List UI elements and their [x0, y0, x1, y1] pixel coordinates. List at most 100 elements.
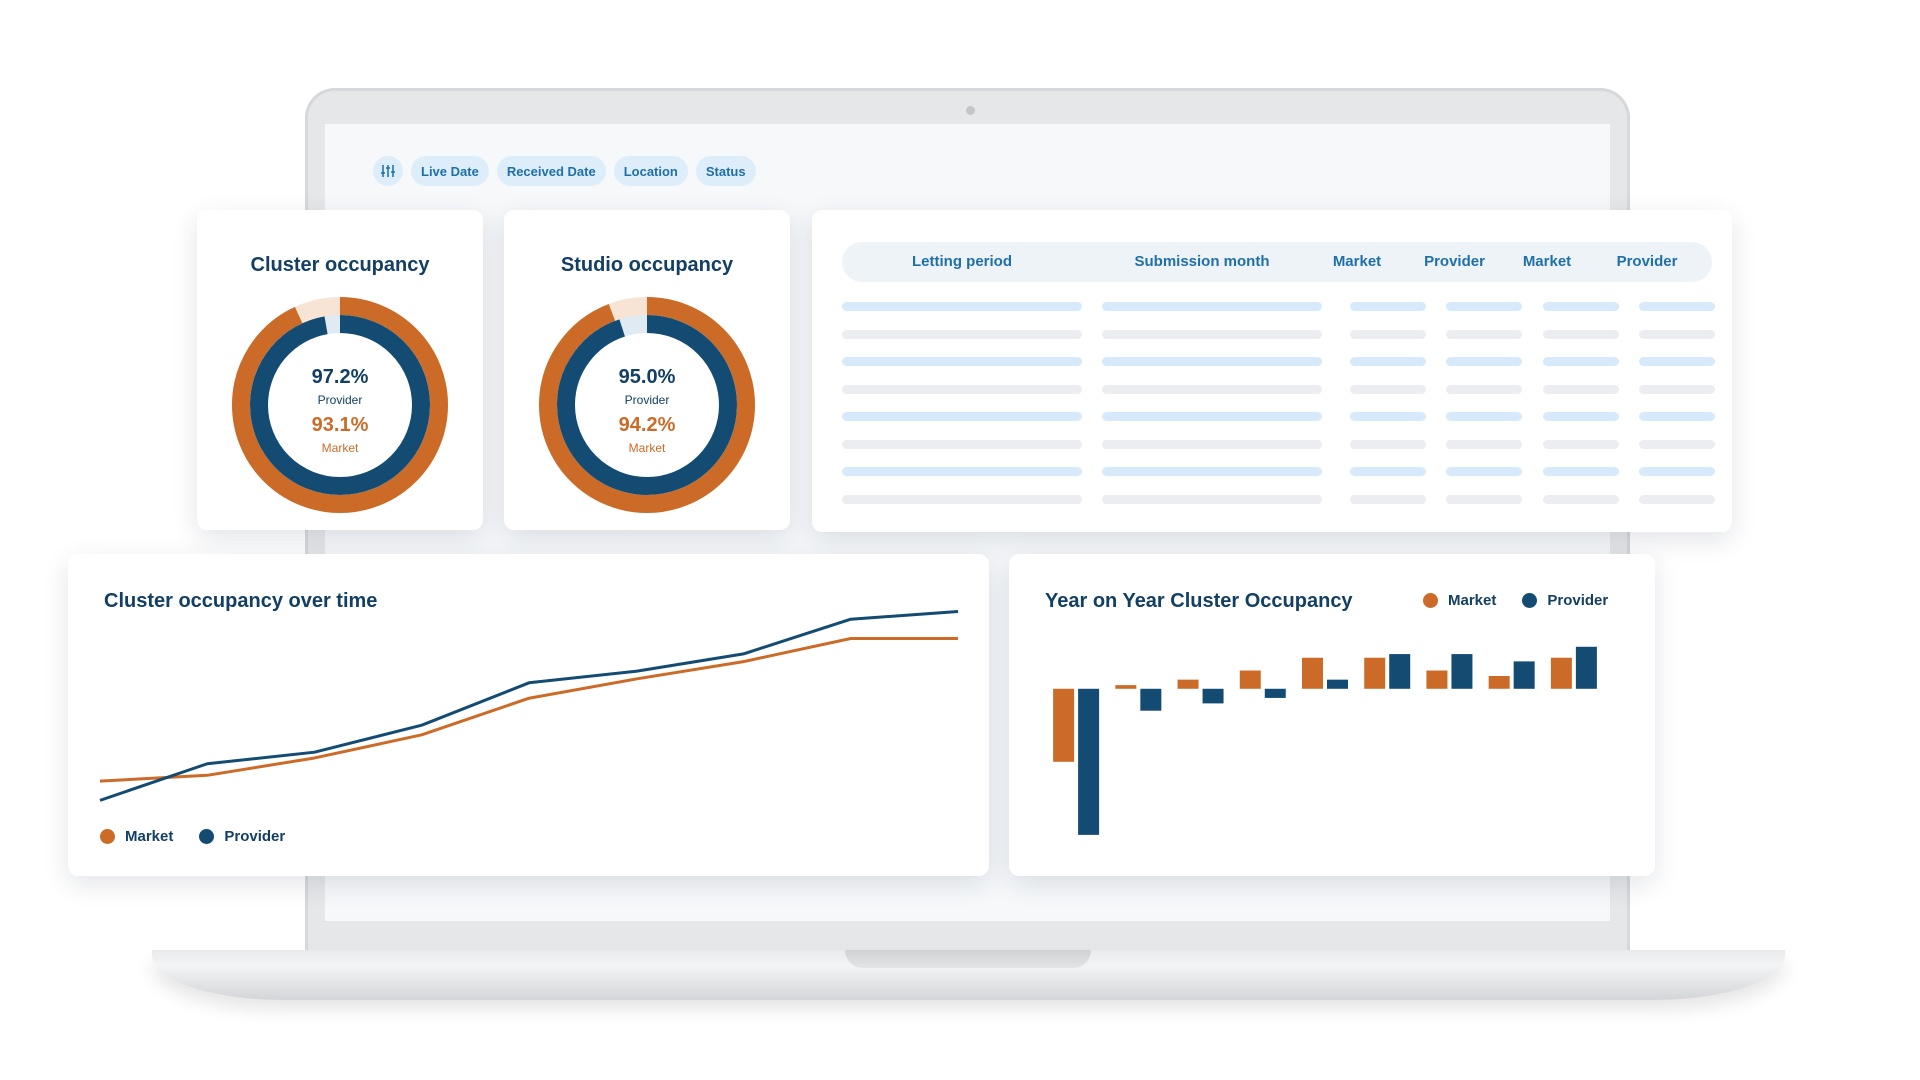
table-cell-placeholder [1639, 439, 1715, 449]
table-cell-placeholder [1639, 384, 1715, 394]
market-ring [539, 297, 755, 513]
table-cell-placeholder [1639, 302, 1715, 311]
table-cell-placeholder [1446, 329, 1522, 339]
table-cell-placeholder [842, 357, 1082, 366]
table-cell-placeholder [1446, 439, 1522, 449]
occupancy-table-card: Letting period Submission month Market P… [812, 210, 1732, 532]
cluster-occupancy-donut: 97.2% Provider 93.1% Market [225, 290, 455, 520]
filter-chip-received-date[interactable]: Received Date [496, 156, 606, 186]
filter-chip-status[interactable]: Status [695, 156, 756, 186]
bar-market [1488, 676, 1510, 689]
provider-dot-icon [199, 829, 215, 844]
table-cell-placeholder [1350, 302, 1426, 311]
table-cell-placeholder [1543, 439, 1619, 449]
studio-occupancy-donut: 95.0% Provider 94.2% Market [532, 290, 762, 520]
provider-ring [557, 315, 737, 495]
legend-label: Market [125, 828, 174, 845]
table-cell-placeholder [1446, 302, 1522, 311]
table-cell-placeholder [1350, 384, 1426, 394]
market-dot-icon [100, 829, 115, 844]
table-cell-placeholder [1350, 494, 1426, 504]
column-header-market[interactable]: Market [1332, 253, 1382, 270]
column-header-provider[interactable]: Provider [1424, 253, 1485, 270]
table-cell-placeholder [1350, 439, 1426, 449]
legend-item-provider[interactable]: Provider [199, 828, 285, 845]
table-cell-placeholder [1543, 384, 1619, 394]
table-cell-placeholder [1446, 412, 1522, 421]
bar-chart-title: Year on Year Cluster Occupancy [1045, 590, 1353, 612]
bar-market [1115, 685, 1137, 689]
filter-bar: Live Date Received Date Location Status [373, 156, 756, 186]
provider-dot-icon [1522, 593, 1538, 608]
line-chart-svg [99, 609, 959, 802]
table-cell-placeholder [1543, 412, 1619, 421]
table-header: Letting period Submission month Market P… [842, 242, 1712, 282]
bar-market [1364, 657, 1386, 689]
column-header-market-2[interactable]: Market [1522, 253, 1572, 270]
market-value: 94.2% [618, 414, 676, 436]
bar-market [1426, 670, 1448, 689]
bar-provider [1451, 654, 1473, 689]
market-dot-icon [1423, 593, 1438, 608]
legend-item-provider[interactable]: Provider [1522, 592, 1608, 609]
bar-provider [1264, 688, 1286, 698]
bar-chart-svg [1053, 646, 1597, 835]
donut-svg [232, 297, 448, 513]
laptop-base-notch [845, 950, 1091, 968]
provider-ring [250, 315, 430, 495]
column-header-letting-period[interactable]: Letting period [912, 253, 1012, 270]
provider-value: 95.0% [618, 366, 676, 388]
filter-chip-live-date[interactable]: Live Date [411, 156, 489, 186]
bar-market [1239, 670, 1261, 689]
table-cell-placeholder [1543, 357, 1619, 366]
column-header-submission-month[interactable]: Submission month [1134, 253, 1270, 270]
table-cell-placeholder [1102, 302, 1322, 311]
table-cell-placeholder [1102, 384, 1322, 394]
bar-provider [1140, 688, 1162, 711]
table-cell-placeholder [1102, 439, 1322, 449]
table-cell-placeholder [1446, 494, 1522, 504]
legend-item-market[interactable]: Market [1423, 592, 1496, 609]
series-line-provider [99, 609, 959, 802]
market-label: Market [628, 441, 666, 455]
table-cell-placeholder [1350, 412, 1426, 421]
bar-chart-legend: Market Provider [1423, 592, 1608, 609]
provider-label: Provider [624, 393, 670, 407]
table-cell-placeholder [1543, 329, 1619, 339]
table-cell-placeholder [1639, 357, 1715, 366]
table-cell-placeholder [1350, 467, 1426, 476]
bar-provider [1513, 661, 1535, 689]
bar-provider [1078, 688, 1100, 835]
table-cell-placeholder [842, 494, 1082, 504]
table-cell-placeholder [842, 467, 1082, 476]
legend-item-market[interactable]: Market [100, 828, 173, 845]
table-cell-placeholder [1446, 467, 1522, 476]
cluster-occupancy-title: Cluster occupancy [250, 254, 430, 276]
bar-provider [1389, 654, 1411, 689]
filter-chip-location[interactable]: Location [613, 156, 688, 186]
table-cell-placeholder [842, 329, 1082, 339]
sliders-icon[interactable] [373, 156, 403, 186]
bar-market [1550, 657, 1572, 689]
table-cell-placeholder [1350, 357, 1426, 366]
market-label: Market [321, 441, 359, 455]
legend-label: Provider [1547, 592, 1609, 609]
table-cell-placeholder [842, 302, 1082, 311]
bar-provider [1575, 646, 1597, 689]
table-cell-placeholder [1102, 494, 1322, 504]
line-chart-title: Cluster occupancy over time [104, 590, 378, 612]
bar-market [1302, 657, 1323, 689]
year-on-year-card: Year on Year Cluster Occupancy Market Pr… [1009, 554, 1655, 876]
table-cell-placeholder [1639, 494, 1715, 504]
table-cell-placeholder [1543, 467, 1619, 476]
donut-svg [539, 297, 755, 513]
table-cell-placeholder [842, 439, 1082, 449]
provider-value: 97.2% [311, 366, 369, 388]
table-cell-placeholder [1543, 302, 1619, 311]
camera-icon [966, 106, 975, 115]
bar-market [1177, 679, 1199, 689]
studio-occupancy-title: Studio occupancy [560, 254, 734, 276]
table-cell-placeholder [1543, 494, 1619, 504]
column-header-provider-2[interactable]: Provider [1616, 253, 1678, 270]
